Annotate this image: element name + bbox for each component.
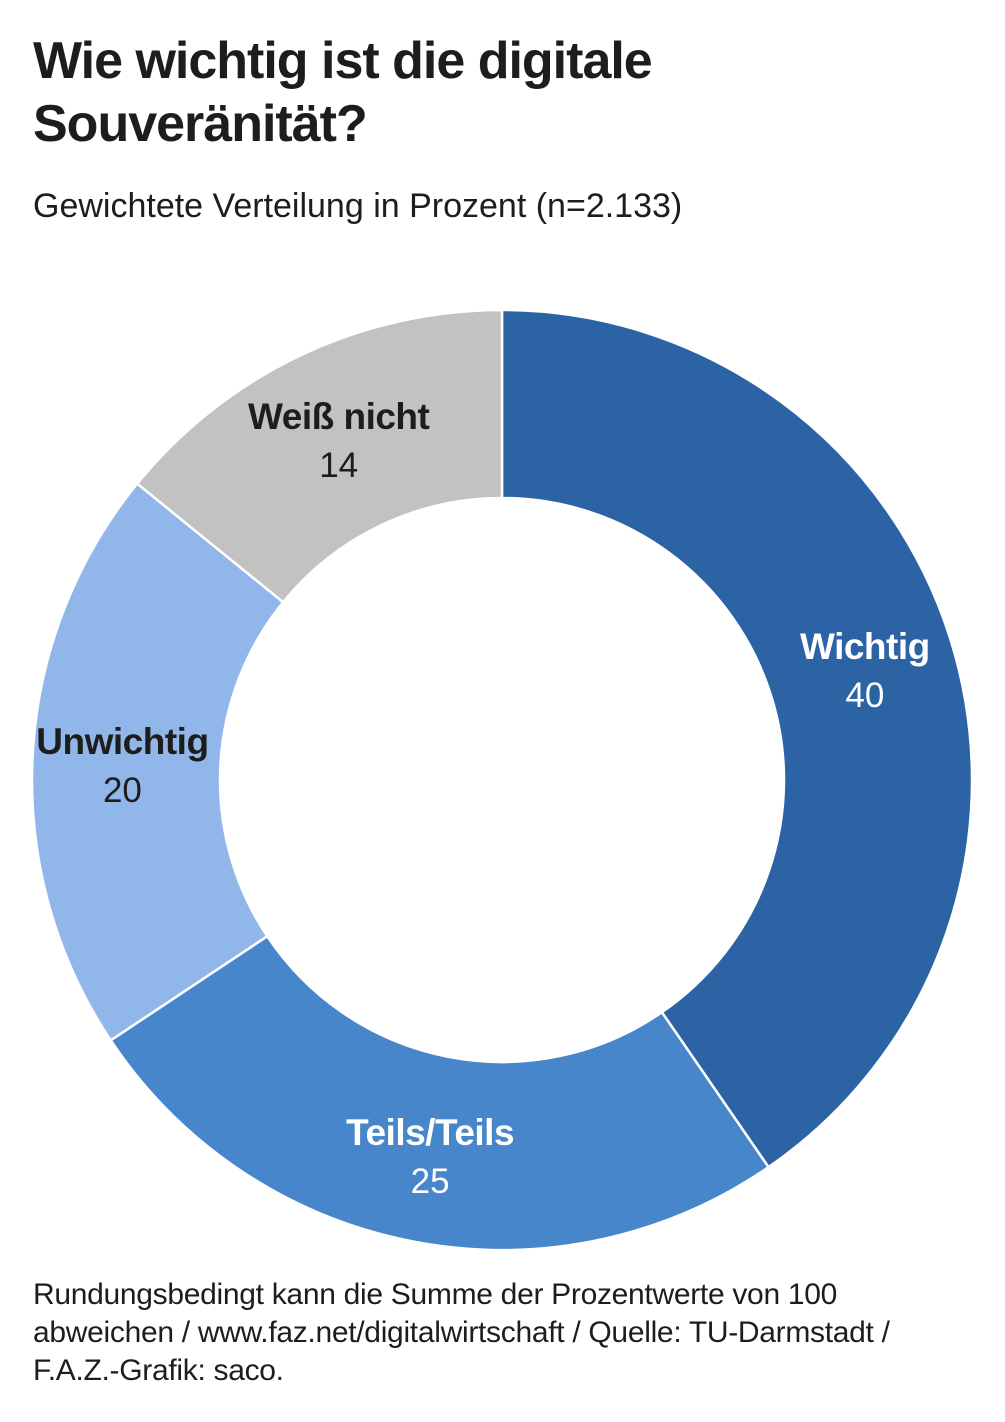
chart-subtitle: Gewichtete Verteilung in Prozent (n=2.13… [33,187,683,225]
segment-value: 20 [103,771,142,810]
segment-label: Teils/Teils [346,1112,514,1153]
source-footnote: Rundungsbedingt kann die Summe der Proze… [33,1278,890,1387]
segment-value: 25 [411,1162,450,1201]
segment-label: Unwichtig [36,721,208,762]
segment-weiß-nicht [135,308,504,604]
segment-teils-teils [109,934,770,1252]
segment-label: Wichtig [800,626,930,667]
segment-label: Weiß nicht [248,396,430,437]
segment-wichtig [500,308,974,1169]
segment-unwichtig [30,482,285,1042]
segment-value: 14 [319,446,358,485]
segment-value: 40 [845,676,884,715]
chart-title: Wie wichtig ist die digitale Souveränitä… [33,32,653,154]
